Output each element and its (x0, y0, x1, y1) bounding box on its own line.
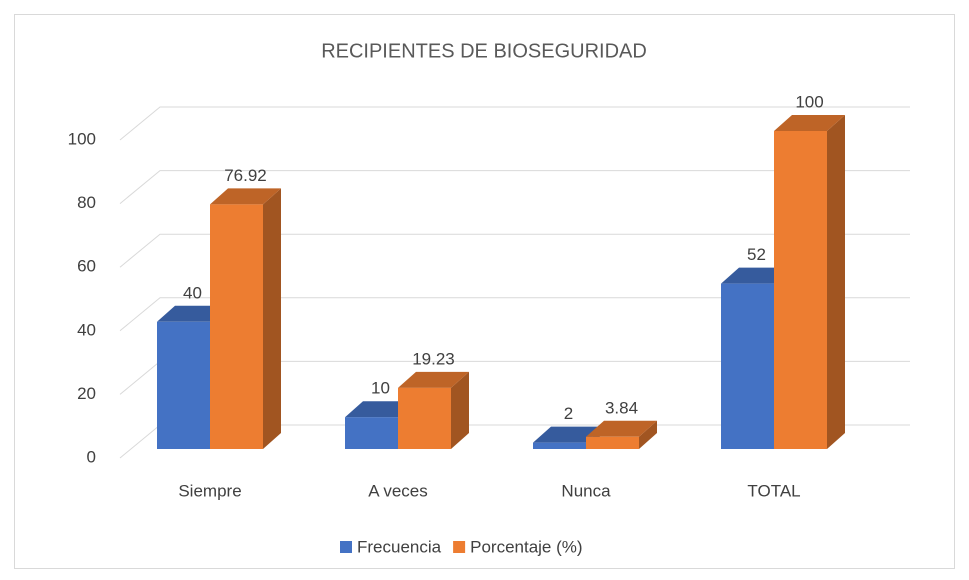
legend: Frecuencia Porcentaje (%) (340, 537, 583, 556)
legend-label: Frecuencia (357, 537, 442, 556)
bar-side (827, 115, 845, 449)
bar-side (639, 420, 657, 449)
y-tick-label: 20 (77, 384, 96, 403)
bar (774, 115, 845, 449)
y-tick-label: 80 (77, 193, 96, 212)
x-tick-label: A veces (368, 481, 428, 500)
bar-front (157, 321, 210, 449)
x-tick-label: TOTAL (747, 481, 800, 500)
bar (398, 371, 469, 449)
data-label: 76.92 (224, 166, 267, 185)
bar (210, 188, 281, 449)
bar-side (451, 371, 469, 449)
chart-title: RECIPIENTES DE BIOSEGURIDAD (321, 40, 647, 62)
y-tick-label: 100 (68, 129, 96, 148)
legend-swatch (340, 541, 352, 553)
grid-line (119, 297, 910, 332)
data-label: 10 (371, 379, 390, 398)
legend-label: Porcentaje (%) (470, 537, 582, 556)
data-label: 2 (564, 404, 573, 423)
bar-top (774, 115, 845, 131)
bar-front (586, 436, 639, 449)
data-label: 19.23 (412, 349, 455, 368)
data-label: 100 (795, 92, 823, 111)
bar-front (210, 204, 263, 449)
data-label: 3.84 (605, 398, 638, 417)
bar-front (398, 387, 451, 449)
data-label: 40 (183, 283, 202, 302)
grid-line (119, 170, 910, 204)
bar-front (533, 442, 586, 449)
bar-top (586, 420, 657, 437)
grid-line (119, 106, 910, 141)
data-label: 52 (747, 245, 766, 264)
bar-top (398, 371, 469, 388)
x-tick-label: Nunca (561, 481, 611, 500)
y-tick-label: 40 (77, 320, 96, 339)
y-tick-label: 60 (77, 257, 96, 276)
x-tick-label: Siempre (178, 481, 241, 500)
bar-front (345, 417, 398, 449)
grid-line (119, 233, 910, 268)
bar-side (263, 188, 281, 449)
bar (586, 420, 657, 449)
legend-swatch (453, 541, 466, 553)
bar-front (721, 283, 774, 449)
bar-front (774, 131, 827, 449)
y-tick-label: 0 (87, 447, 96, 466)
bar-top (210, 188, 281, 205)
